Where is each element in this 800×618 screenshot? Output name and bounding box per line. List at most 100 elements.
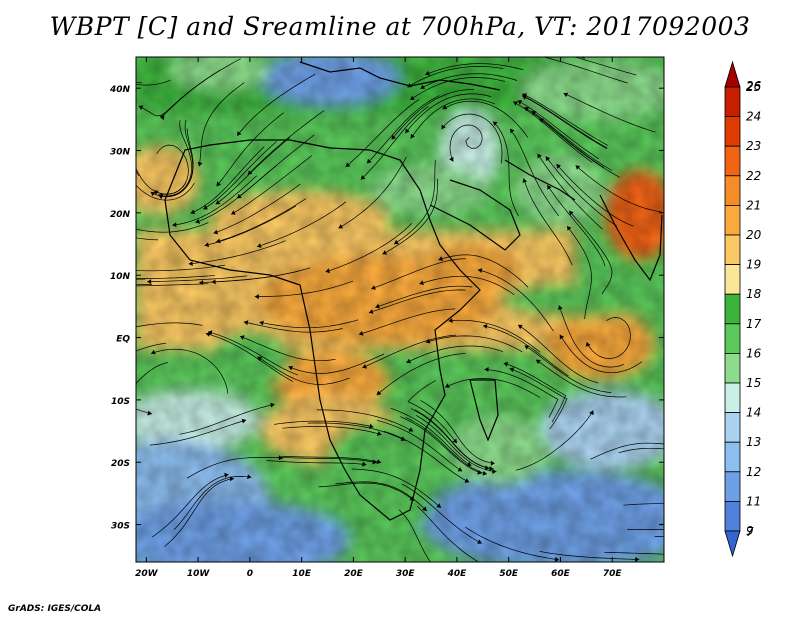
streamline (590, 442, 664, 460)
streamline-arrow (524, 345, 530, 350)
streamline (407, 380, 458, 444)
streamline-arrow (224, 472, 229, 478)
streamline (523, 178, 573, 266)
streamline-arrow (719, 505, 723, 510)
streamline-arrow (61, 217, 66, 222)
streamline-arrow (563, 92, 569, 98)
streamline (419, 275, 515, 296)
streamline-arrow (247, 474, 252, 480)
colorbar-label: 16 (746, 346, 762, 360)
streamline (204, 205, 297, 246)
streamline (376, 352, 466, 396)
streamline-arrow (394, 239, 399, 245)
streamline-arrow (452, 586, 457, 590)
streamline-arrow (545, 156, 551, 162)
streamline-arrow (425, 70, 430, 76)
streamline (517, 324, 599, 384)
streamline-arrow (158, 193, 163, 199)
streamline-arrow (585, 342, 591, 347)
streamline (417, 505, 480, 562)
streamline (535, 359, 627, 398)
streamline-arrow (211, 279, 216, 285)
streamline-arrow (445, 383, 450, 388)
streamline (448, 319, 541, 353)
streamline (545, 156, 617, 227)
streamline-arrow (466, 461, 472, 467)
streamline (149, 419, 247, 446)
streamline (569, 210, 613, 295)
streamline (158, 120, 193, 197)
colorbar-label: 23 (746, 139, 761, 153)
streamline (266, 460, 367, 466)
streamline (136, 278, 146, 280)
lon-tick-label: 40E (447, 569, 468, 579)
streamline-arrow (536, 359, 541, 365)
lon-tick-label: 10E (292, 569, 312, 579)
streamline-arrow (151, 349, 156, 355)
streamline (377, 420, 463, 472)
streamline (441, 113, 503, 164)
streamline-arrow (559, 334, 565, 340)
streamline-arrow (683, 444, 687, 449)
streamline (425, 63, 524, 76)
streamline-arrow (377, 431, 382, 436)
streamline-arrow (406, 358, 412, 364)
lat-tick-label: 10N (110, 272, 131, 282)
streamline (391, 89, 474, 140)
lon-tick-label: 50E (499, 569, 519, 579)
streamline-arrow (247, 170, 253, 175)
streamline (563, 92, 656, 133)
streamline (556, 163, 634, 227)
streamline-arrow (44, 62, 48, 67)
plot-frame (135, 56, 665, 563)
streamline (247, 110, 325, 175)
streamline (325, 222, 413, 273)
streamline (230, 155, 313, 215)
streamline (316, 409, 414, 432)
streamline (136, 264, 225, 272)
streamline-arrow (241, 418, 247, 424)
streamline (203, 141, 277, 210)
colorbar-label: 25 (746, 80, 761, 94)
streamline-arrow (117, 161, 121, 166)
streamline (477, 269, 554, 332)
streamline-arrow (197, 161, 203, 167)
streamline (136, 79, 171, 86)
streamlines (44, 57, 723, 590)
streamline (623, 503, 664, 506)
streamline-arrow (408, 427, 414, 432)
streamline-arrow (522, 178, 528, 183)
streamline (524, 345, 612, 393)
streamline-arrow (713, 454, 717, 459)
streamline-arrow (700, 554, 704, 559)
streamline (492, 121, 519, 216)
colorbar-segment (724, 471, 741, 502)
colorbar-label: 19 (746, 258, 761, 272)
streamline-arrow (635, 556, 640, 562)
streamline (190, 146, 265, 214)
streamline (465, 526, 560, 561)
colorbar-label: 13 (746, 435, 761, 449)
streamline-arrow (358, 331, 364, 336)
lon-tick-label: 10W (187, 569, 211, 579)
streamline (654, 536, 664, 538)
streamline-arrow (410, 133, 415, 139)
streamline (604, 551, 664, 555)
streamline-arrow (216, 181, 221, 187)
streamline (136, 322, 203, 328)
streamline-arrow (229, 476, 234, 482)
streamline-arrow (376, 390, 382, 396)
streamline-arrow (123, 138, 127, 143)
streamline (482, 325, 569, 377)
streamline (420, 400, 495, 464)
streamline (195, 165, 277, 223)
streamline-arrow (45, 273, 49, 278)
lat-tick-label: 20S (111, 459, 130, 469)
streamline (318, 482, 415, 502)
colorbar-segment (724, 86, 741, 118)
streamline-arrow (452, 438, 457, 444)
streamline (211, 267, 311, 283)
streamline-arrow (52, 281, 56, 286)
streamline (186, 457, 284, 479)
streamline-arrow (490, 460, 495, 466)
